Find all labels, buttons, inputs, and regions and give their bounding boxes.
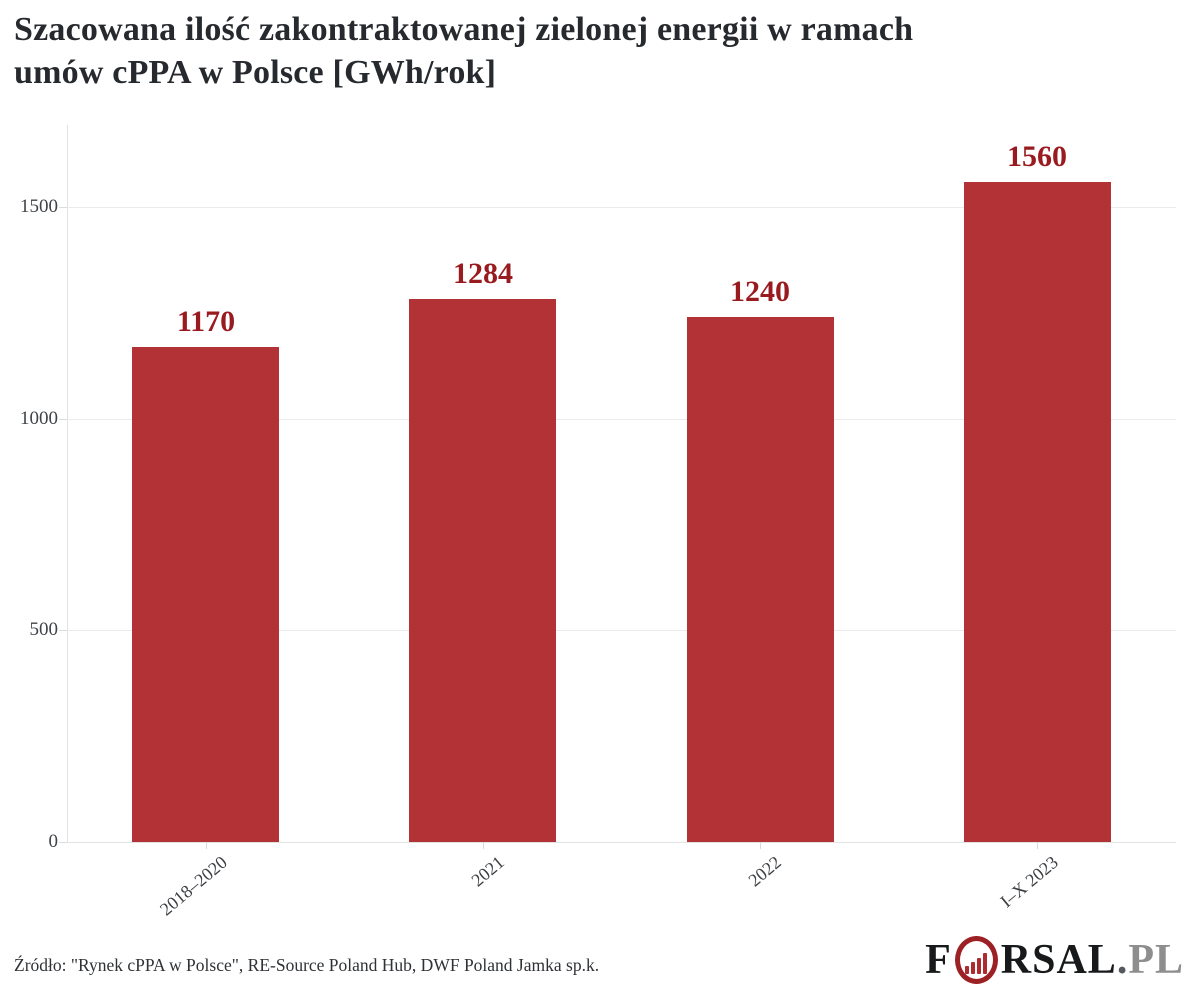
bar: [409, 299, 556, 842]
bar: [687, 317, 834, 842]
mini-bar-icon: [965, 966, 970, 974]
y-tick-label: 0: [48, 831, 59, 852]
chart-title-line-2: umów cPPA w Polsce [GWh/rok]: [14, 54, 497, 91]
x-tick-mark: [206, 842, 207, 849]
logo-letters-rsal: RSAL: [1000, 937, 1117, 983]
y-tick-label: 1500: [20, 196, 58, 217]
bar-chart-ring-icon: [954, 936, 998, 984]
source-text: Źródło: "Rynek cPPA w Polsce", RE-Source…: [14, 955, 600, 975]
forsal-logo: F RSAL . PL: [925, 936, 1184, 984]
y-tick-label: 500: [29, 619, 59, 640]
y-axis-line: [67, 125, 68, 842]
bar: [132, 347, 279, 842]
x-tick-mark: [760, 842, 761, 849]
gridline: [67, 630, 1176, 631]
x-tick-mark: [1037, 842, 1038, 849]
gridline: [67, 419, 1176, 420]
logo-letter-f: F: [925, 937, 952, 983]
x-tick-label: 2022: [744, 852, 785, 891]
bar: [964, 182, 1111, 842]
mini-bar-icon: [977, 958, 982, 974]
y-tick-mark: [59, 842, 67, 843]
logo-dot: .: [1116, 937, 1129, 983]
y-tick-mark: [59, 207, 67, 208]
y-tick-mark: [59, 419, 67, 420]
chart-title: Szacowana ilość zakontraktowanej zielone…: [14, 8, 1189, 94]
x-axis-line: [67, 842, 1176, 843]
mini-bar-icon: [971, 962, 976, 974]
bar-value-label: 1560: [1007, 140, 1067, 173]
gridline: [67, 207, 1176, 208]
logo-letters-pl: PL: [1128, 937, 1184, 983]
chart-title-line-1: Szacowana ilość zakontraktowanej zielone…: [14, 11, 914, 48]
bar-value-label: 1170: [176, 305, 236, 338]
y-tick-mark: [59, 630, 67, 631]
bar-value-label: 1240: [730, 275, 790, 308]
y-tick-label: 1000: [20, 408, 58, 429]
x-tick-mark: [483, 842, 484, 849]
mini-bar-icon: [983, 953, 988, 974]
bar-value-label: 1284: [453, 257, 513, 290]
